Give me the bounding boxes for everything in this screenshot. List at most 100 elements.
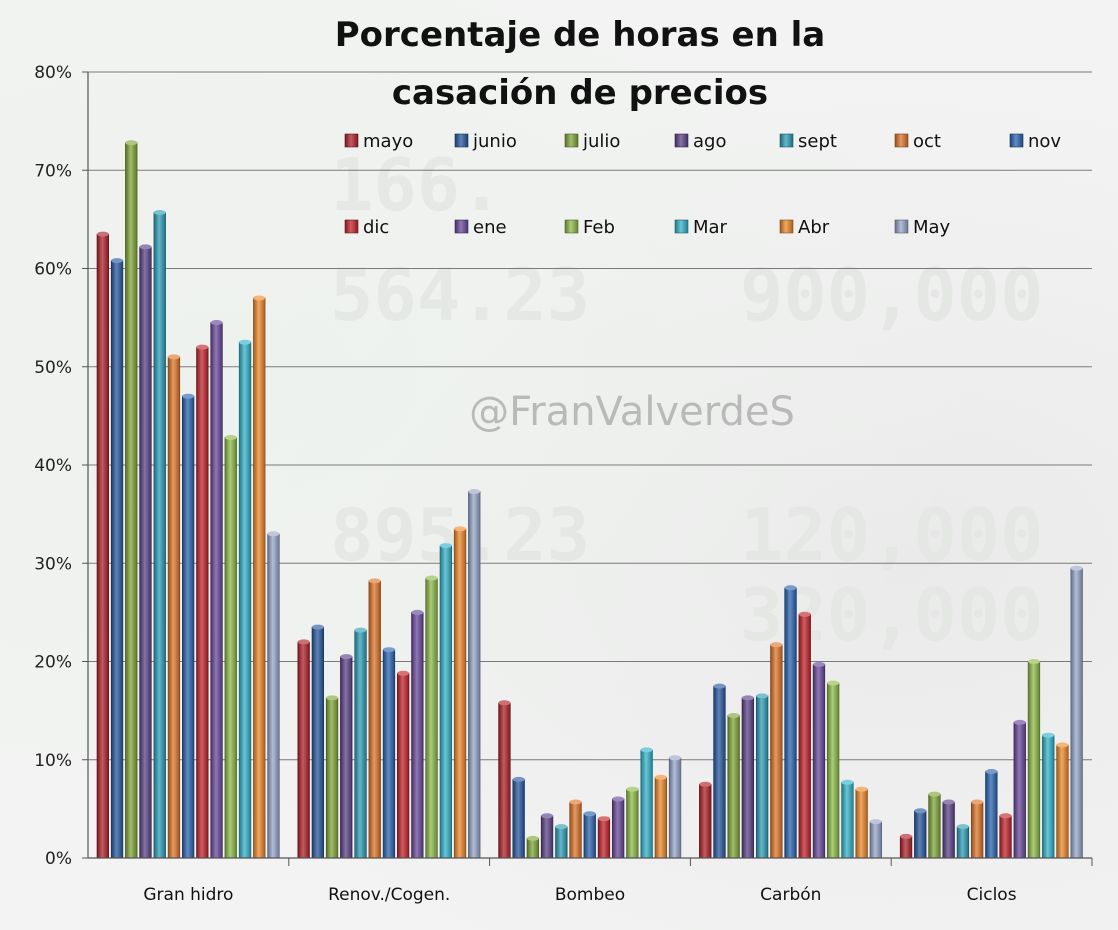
category-label: Gran hidro (143, 885, 233, 905)
bar-cap (182, 393, 195, 399)
bar-ene-4 (1013, 722, 1026, 859)
bar-cap (699, 781, 712, 787)
bg-digits: 564.23 (330, 253, 590, 337)
bar-oct-2 (569, 801, 582, 859)
bar-cap (1013, 719, 1026, 725)
legend-label: nov (1028, 131, 1061, 152)
y-tick-label: 10% (34, 751, 72, 771)
bar-cap (210, 320, 223, 325)
x-axis-labels: Gran hidro Renov./Cogen. Bombeo Carbón Ciclo… (143, 885, 1016, 905)
bar-julio-3 (727, 715, 740, 859)
bar-cap (498, 700, 511, 706)
legend-label: Mar (693, 217, 728, 238)
bar-dic-1 (396, 672, 410, 859)
bar-Abr-3 (855, 788, 868, 859)
bar-oct-3 (770, 644, 783, 859)
bar-julio-1 (325, 697, 339, 859)
bar-cap (168, 354, 180, 360)
bar-ene-2 (611, 798, 625, 859)
legend-swatch (564, 219, 579, 234)
legend-swatch (1009, 133, 1024, 148)
category-label: Carbón (760, 885, 821, 905)
bar-mayo-4 (899, 836, 913, 859)
bar-Mar-0 (238, 341, 252, 859)
legend-item-sept: sept (779, 131, 837, 152)
bar-mayo-0 (96, 233, 109, 859)
legend-item-mayo: mayo (344, 131, 413, 152)
y-tick-label: 70% (34, 161, 72, 181)
bar-cap (239, 339, 251, 345)
y-tick-label: 40% (34, 456, 72, 476)
bg-digits: 120,000 (740, 493, 1043, 577)
bar-sept-0 (153, 212, 166, 859)
bar-cap (598, 816, 610, 822)
bar-cap (153, 210, 166, 215)
bar-cap (841, 779, 854, 785)
legend-label: julio (582, 131, 620, 152)
bar-Mar-2 (640, 749, 653, 859)
bar-ene-3 (812, 664, 826, 859)
bar-Abr-4 (1056, 744, 1069, 859)
bar-cap (770, 642, 783, 648)
bar-cap (640, 747, 653, 753)
bar-cap (855, 786, 868, 792)
bar-cap (224, 435, 237, 440)
bg-digits: 900,000 (740, 253, 1043, 337)
legend-swatch (779, 219, 794, 234)
bar-julio-4 (928, 793, 941, 859)
legend-swatch (674, 133, 689, 148)
legend-label: ago (693, 131, 726, 152)
legend-swatch (894, 219, 909, 234)
bar-cap (654, 774, 667, 780)
bar-cap (1042, 732, 1055, 738)
bar-mayo-2 (498, 702, 511, 859)
bar-cap (784, 585, 797, 591)
bar-junio-2 (512, 779, 525, 859)
bar-cap (928, 791, 941, 797)
legend-swatch (344, 133, 359, 148)
bar-cap (985, 769, 998, 774)
bar-Abr-0 (253, 297, 266, 859)
title-line-2: casación de precios (392, 73, 768, 113)
bar-Mar-4 (1042, 734, 1055, 859)
legend-item-julio: julio (564, 131, 620, 152)
bar-cap (798, 611, 811, 617)
category-label: Bombeo (555, 885, 625, 905)
legend-label: mayo (363, 131, 413, 152)
bar-junio-3 (713, 685, 726, 859)
y-axis-ticks: 0% 10% 20% 30% 40% 50% 60% 70% 80% (34, 63, 88, 869)
bar-Mar-1 (439, 545, 452, 859)
bar-cap (612, 796, 625, 802)
title-line-1: Porcentaje de horas en la (335, 15, 826, 55)
bar-Feb-1 (425, 577, 438, 859)
bar-cap (626, 786, 639, 792)
bar-nov-4 (985, 771, 998, 859)
bar-May-3 (869, 821, 882, 859)
bar-cap (569, 799, 582, 805)
bar-cap (139, 244, 152, 250)
bar-cap (1028, 659, 1040, 664)
bar-cap (813, 661, 825, 667)
bar-cap (971, 799, 983, 805)
bar-oct-1 (368, 580, 381, 859)
legend-label: ene (473, 217, 507, 238)
legend: mayo junio julio ago sept oct nov dic ene Feb Mar A… (344, 131, 1061, 238)
legend-swatch (454, 219, 469, 234)
legend-item-Feb: Feb (564, 217, 615, 238)
bar-ene-1 (411, 612, 424, 859)
bar-junio-1 (311, 626, 324, 859)
bar-junio-4 (914, 810, 927, 859)
bar-cap (1056, 742, 1069, 748)
bar-Mar-3 (841, 781, 854, 859)
bar-cap (383, 647, 395, 653)
bar-ago-1 (340, 656, 353, 859)
legend-swatch (344, 219, 359, 234)
bar-cap (541, 813, 553, 819)
bar-cap (196, 344, 209, 350)
legend-label: May (913, 217, 951, 238)
legend-item-ene: ene (454, 217, 507, 238)
y-tick-label: 30% (34, 554, 72, 574)
legend-label: dic (363, 217, 389, 238)
legend-label: junio (472, 131, 517, 152)
